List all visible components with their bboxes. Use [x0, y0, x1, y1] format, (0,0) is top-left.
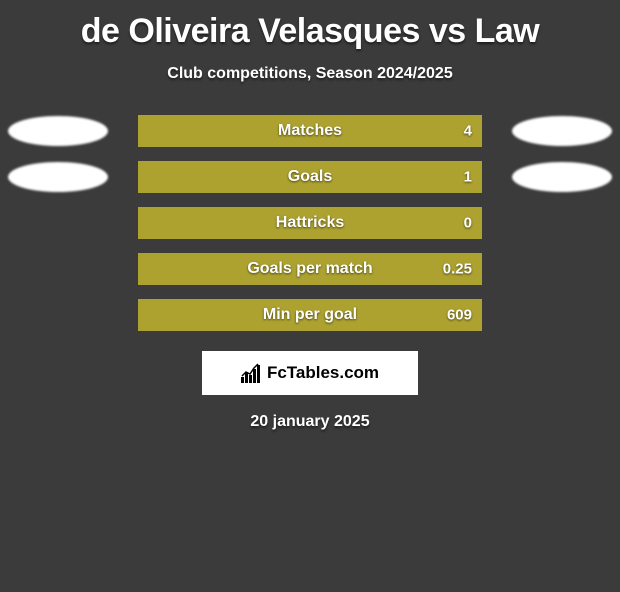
left-oval [8, 116, 108, 146]
chart-icon [241, 363, 263, 383]
bar-value-right: 0.25 [443, 261, 472, 278]
right-oval [512, 162, 612, 192]
bar-value-right: 609 [447, 307, 472, 324]
right-oval [512, 116, 612, 146]
stat-bar: Goals per match 0.25 [138, 253, 482, 285]
bar-value-right: 0 [464, 215, 472, 232]
stat-row: Goals 1 [0, 161, 620, 193]
stat-bar: Hattricks 0 [138, 207, 482, 239]
page-title: de Oliveira Velasques vs Law [0, 12, 620, 51]
bar-label: Matches [278, 122, 342, 140]
logo-text: FcTables.com [267, 363, 379, 383]
stat-bar: Matches 4 [138, 115, 482, 147]
bar-label: Goals per match [247, 260, 372, 278]
stat-bars: Matches 4 Goals 1 Hattricks 0 Goals per match 0… [0, 115, 620, 331]
bar-label: Hattricks [276, 214, 344, 232]
stat-bar: Goals 1 [138, 161, 482, 193]
stat-row: Hattricks 0 [0, 207, 620, 239]
logo-box[interactable]: FcTables.com [202, 351, 418, 395]
left-oval [8, 162, 108, 192]
stat-row: Matches 4 [0, 115, 620, 147]
stat-bar: Min per goal 609 [138, 299, 482, 331]
bar-label: Goals [288, 168, 332, 186]
stat-row: Goals per match 0.25 [0, 253, 620, 285]
bar-value-right: 4 [464, 123, 472, 140]
stat-row: Min per goal 609 [0, 299, 620, 331]
bar-label: Min per goal [263, 306, 357, 324]
date: 20 january 2025 [0, 413, 620, 431]
bar-value-right: 1 [464, 169, 472, 186]
subtitle: Club competitions, Season 2024/2025 [0, 65, 620, 83]
